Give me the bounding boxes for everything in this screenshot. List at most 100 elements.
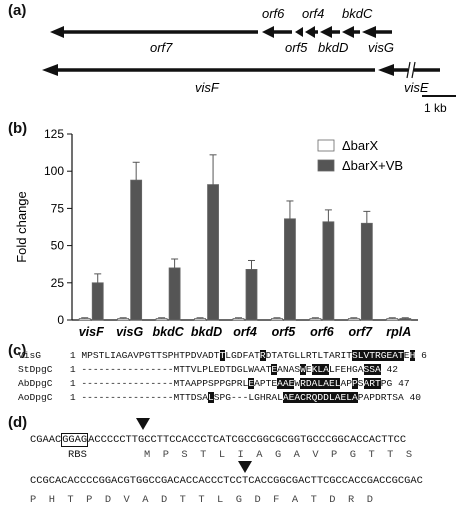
- alignment-sequence: AP: [340, 378, 352, 389]
- alignment-sequence: 47: [392, 378, 410, 389]
- bar-barx-visG: [117, 318, 130, 321]
- y-tick-label: 50: [51, 239, 65, 253]
- alignment-sequence: 42: [380, 364, 399, 375]
- bar-barx-vb-bkdC: [168, 267, 181, 321]
- x-tick-label: orf7: [349, 325, 374, 339]
- alignment-start-index: 1: [69, 364, 82, 375]
- alignment-sequence: PAPDRTSA: [357, 392, 404, 403]
- alignment-sequence: 40: [403, 392, 422, 403]
- x-tick-label: rplA: [386, 325, 411, 339]
- conserved-residues: P: [351, 378, 358, 389]
- legend-swatch-barx: [317, 139, 335, 152]
- rbs-box: GGAG: [61, 433, 89, 447]
- gene-arrow-bkdC: [342, 26, 360, 38]
- bar-barx-orf5: [271, 318, 283, 321]
- bar-barx-bkdC: [155, 318, 168, 321]
- sequence-suffix: ACCCCCTTGCCTTCCACCCTCATCGCCGGCGCGGTGCCCG…: [88, 434, 407, 446]
- gene-label-orf4: orf4: [302, 6, 324, 21]
- gene-label-visF: visF: [195, 80, 220, 95]
- alignment-row: AoDpgC 1 ----------------MTTDSALSPG---LG…: [18, 392, 421, 403]
- panel-label-b: (b): [8, 120, 28, 137]
- conserved-residues: AAE: [277, 378, 295, 389]
- alignment-sequence: APTE: [254, 378, 278, 389]
- alignment-sequence: DTATGLLRTLTARIT: [265, 350, 352, 361]
- bar-barx-vb-orf4: [245, 269, 258, 321]
- alignment-sequence: ANAS: [277, 364, 301, 375]
- alignment-sequence: 6: [415, 350, 427, 361]
- alignment-row: StDpgC 1 ----------------MTTVLPLEDTDGLWA…: [18, 364, 398, 375]
- alignment-sequence: S: [357, 378, 364, 389]
- amino-acid-line-1: M P S T L I A G A V P G T T S: [144, 449, 413, 461]
- alignment-sequence: LFEHGA: [328, 364, 364, 375]
- conserved-residues: SSA: [363, 364, 381, 375]
- bar-barx-vb-visF: [91, 282, 104, 321]
- gene-label-visG: visG: [368, 40, 394, 55]
- conserved-residues: SLVTRGEAT: [351, 350, 404, 361]
- alignment-sequence-name: AbDpgC: [18, 378, 70, 389]
- gene-label-bkdC: bkdC: [342, 6, 373, 21]
- bar-barx-orf6: [309, 318, 322, 321]
- alignment-sequence: E: [305, 364, 312, 375]
- conserved-residues: RDALAEL: [300, 378, 341, 389]
- conserved-residues: E: [271, 364, 278, 375]
- conserved-residues: H: [409, 350, 416, 361]
- conserved-residues: T: [219, 350, 226, 361]
- y-tick-label: 100: [44, 164, 64, 178]
- alignment-sequence-name: VisG: [18, 350, 70, 361]
- sequence-prefix: CGAAC: [30, 434, 62, 446]
- alignment-start-index: 1: [69, 350, 82, 361]
- bar-barx-orf4: [232, 318, 245, 321]
- panel-label-a: (a): [8, 2, 27, 19]
- x-tick-label: bkdC: [152, 325, 184, 339]
- bar-barx-bkdD: [194, 318, 206, 321]
- alignment-sequence-name: StDpgC: [18, 364, 70, 375]
- x-tick-label: visG: [116, 325, 143, 339]
- gene-arrow-bkdD: [320, 26, 340, 38]
- y-tick-label: 25: [51, 276, 65, 290]
- sequence-alignment: VisG 1 MPSTLIAGAVPGTTSPHTPDVADTTLGDFATRD…: [0, 346, 474, 410]
- fold-change-chart: 0 25 50 75 100 125 Fold change visF visG bkdC bkdD…: [14, 127, 418, 339]
- gene-arrow-visE: [378, 61, 440, 79]
- y-axis-label: Fold change: [14, 191, 29, 263]
- alignment-sequence: SPG---LGHRAL: [213, 392, 283, 403]
- conserved-residues: AEACRQ: [282, 392, 318, 403]
- conserved-residues: R: [259, 350, 266, 361]
- conserved-residues: KLA: [311, 364, 329, 375]
- alignment-sequence: PG: [380, 378, 393, 389]
- gene-map: orf7 orf6 orf4 bkdC orf5 bkdD visG visF …: [42, 6, 456, 115]
- alignment-sequence: ----------------MTTVLPLEDT: [81, 364, 232, 375]
- x-tick-label: bkdD: [191, 325, 222, 339]
- bar-barx-vb-orf6: [322, 221, 335, 321]
- sequence-line-2: CCGCACACCCCGGACGTGGCCGACACCACCCTCCTCACCG…: [30, 475, 423, 487]
- gene-label-orf6: orf6: [262, 6, 285, 21]
- bar-barx-vb-orf7: [360, 222, 373, 321]
- conserved-residues: L: [208, 392, 214, 403]
- bar-barx-visF: [78, 318, 91, 321]
- alignment-sequence: ----------------MTAAPPSPPGPRL: [81, 378, 249, 389]
- bar-barx-rplA: [386, 318, 399, 321]
- x-tick-label: orf6: [310, 325, 335, 339]
- alignment-sequence-name: AoDpgC: [18, 392, 70, 403]
- alignment-sequence: LGDFAT: [225, 350, 260, 361]
- x-tick-label: orf4: [233, 325, 257, 339]
- gene-arrow-visF: [42, 64, 375, 76]
- sequence-line-1: CGAACGGAGACCCCCTTGCCTTCCACCCTCATCGCCGGCG…: [30, 433, 407, 447]
- gene-label-orf5: orf5: [285, 40, 308, 55]
- start-site-arrow-2: [238, 461, 252, 473]
- legend-label-barx-vb: ΔbarX+VB: [342, 158, 403, 173]
- y-tick-label: 75: [51, 201, 65, 215]
- y-tick-label: 125: [44, 127, 64, 141]
- alignment-sequence: E: [403, 350, 410, 361]
- alignment-sequence: W: [294, 378, 301, 389]
- bar-barx-orf7: [347, 318, 360, 321]
- alignment-start-index: 1: [69, 378, 82, 389]
- gene-label-bkdD: bkdD: [318, 40, 348, 55]
- panel-label-d: (d): [8, 414, 28, 431]
- start-site-arrow-1: [136, 418, 150, 430]
- gene-arrow-orf4: [305, 26, 318, 38]
- amino-acid-line-2: P H T P D V A D T T L G D F A T D R D: [30, 494, 373, 506]
- bar-barx-vb-rplA: [399, 318, 412, 321]
- scale-bar-label: 1 kb: [424, 101, 447, 115]
- gene-arrow-orf5: [295, 27, 303, 37]
- gene-arrow-orf6: [262, 26, 292, 38]
